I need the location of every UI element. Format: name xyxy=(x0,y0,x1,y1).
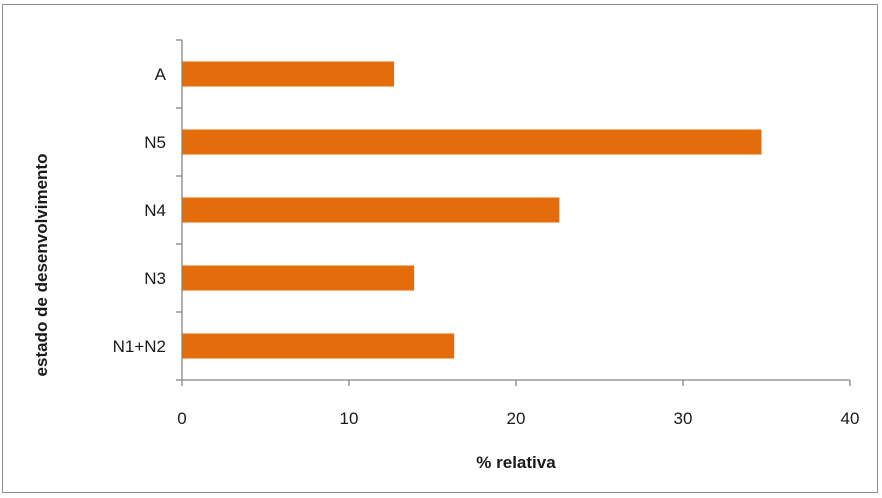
bar-n3 xyxy=(182,265,415,291)
bars-group xyxy=(182,61,762,359)
x-axis-title: % relativa xyxy=(476,453,556,472)
category-label: A xyxy=(155,65,167,84)
x-tick-labels: 0 10 20 30 40 xyxy=(177,409,859,428)
x-tick-label: 10 xyxy=(340,409,359,428)
y-axis-title: estado de desenvolvimento xyxy=(32,154,51,377)
bar-n5 xyxy=(182,129,762,155)
axes-group xyxy=(176,39,851,386)
category-label: N1+N2 xyxy=(113,337,166,356)
category-label: N5 xyxy=(144,133,166,152)
chart-frame xyxy=(2,4,878,493)
x-tick-label: 40 xyxy=(841,409,860,428)
category-label: N4 xyxy=(144,201,166,220)
x-tick-label: 0 xyxy=(177,409,186,428)
category-labels: A N5 N4 N3 N1+N2 xyxy=(113,65,167,356)
bar-n1-n2 xyxy=(182,333,455,359)
x-tick-label: 30 xyxy=(674,409,693,428)
bar-n4 xyxy=(182,197,560,223)
bar-a xyxy=(182,61,395,87)
category-label: N3 xyxy=(144,269,166,288)
x-tick-label: 20 xyxy=(507,409,526,428)
